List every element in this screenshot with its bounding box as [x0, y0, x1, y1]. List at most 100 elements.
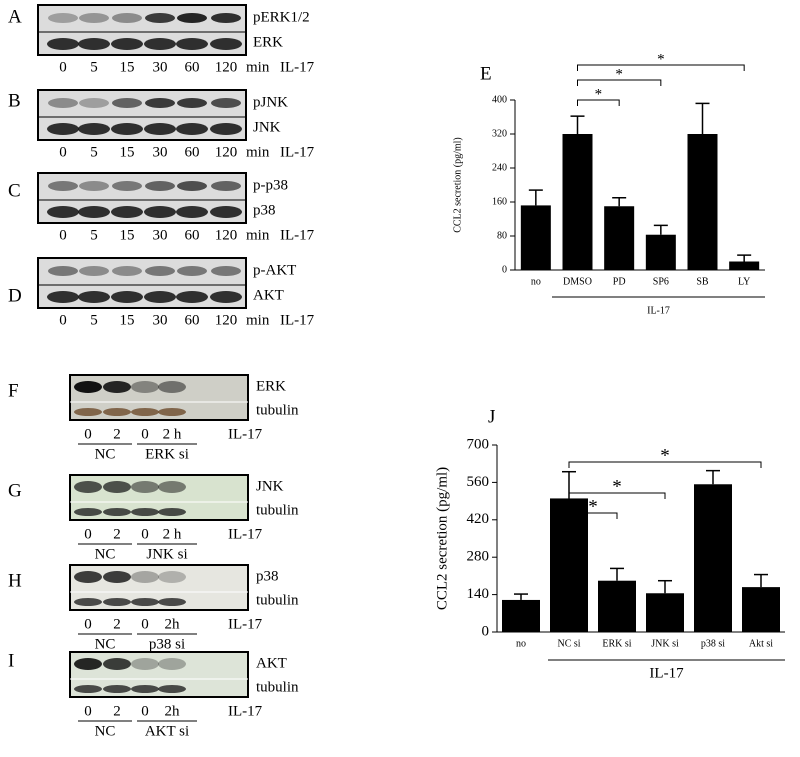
- lane-label: 5: [90, 144, 98, 160]
- bar: [645, 234, 676, 270]
- blot-band: [144, 123, 176, 135]
- x-tick-label: no: [531, 276, 541, 287]
- blot-band: [48, 98, 78, 108]
- treatment-label: IL-17: [228, 526, 263, 542]
- band-label: p-p38: [253, 177, 288, 193]
- band-label: pJNK: [253, 94, 288, 110]
- blot-band: [74, 408, 102, 416]
- group-label: AKT si: [145, 723, 189, 739]
- significance-label: *: [657, 51, 665, 67]
- blot-band: [79, 13, 109, 23]
- bar: [550, 498, 588, 632]
- band-label: tubulin: [256, 679, 299, 695]
- lane-label: 0: [141, 526, 149, 542]
- y-tick-label: 400: [492, 94, 507, 105]
- significance-label: *: [595, 86, 603, 102]
- group-label: IL-17: [649, 665, 684, 681]
- lane-label: 2: [113, 526, 121, 542]
- blot-band: [111, 123, 143, 135]
- blot-band: [176, 38, 208, 50]
- blot-band: [176, 291, 208, 303]
- significance-bracket: [577, 79, 662, 86]
- x-tick-label: Akt si: [749, 638, 773, 649]
- group-label: NC: [95, 546, 116, 562]
- blot-band: [103, 408, 131, 416]
- blot-band: [111, 206, 143, 218]
- y-tick-label: 80: [497, 230, 507, 241]
- blot-band: [158, 408, 186, 416]
- lane-label: 30: [153, 312, 168, 328]
- blot-band: [79, 266, 109, 276]
- blot-band: [177, 13, 207, 23]
- lane-label: 0: [59, 227, 67, 243]
- band-label: p38: [253, 202, 276, 218]
- y-tick-label: 420: [467, 511, 490, 527]
- y-tick-label: 560: [467, 474, 490, 490]
- y-tick-label: 280: [467, 549, 490, 565]
- blot-band: [177, 266, 207, 276]
- lane-label: 0: [59, 59, 67, 75]
- lane-label: 0: [84, 426, 92, 442]
- blot-band: [144, 291, 176, 303]
- significance-label: *: [660, 445, 670, 466]
- band-label: AKT: [253, 287, 284, 303]
- bar: [520, 205, 551, 270]
- band-label: pERK1/2: [253, 9, 310, 25]
- band-label: tubulin: [256, 502, 299, 518]
- blot-band: [111, 291, 143, 303]
- blot-band: [131, 658, 159, 670]
- blot-band: [103, 658, 131, 670]
- band-label: p38: [256, 568, 279, 584]
- panel-letter: G: [8, 480, 22, 501]
- bar: [729, 261, 760, 270]
- blot-band: [47, 123, 79, 135]
- lane-label: 15: [120, 59, 135, 75]
- x-tick-label: NC si: [557, 638, 580, 649]
- lane-label: 120: [215, 312, 238, 328]
- panel-letter: E: [480, 63, 492, 84]
- blot-band: [112, 13, 142, 23]
- blot-band: [78, 206, 110, 218]
- panel-letter: C: [8, 180, 21, 201]
- blot-band: [131, 685, 159, 693]
- bar: [646, 593, 684, 632]
- blot-band: [158, 508, 186, 516]
- group-label: IL-17: [647, 305, 670, 316]
- blot-band: [112, 181, 142, 191]
- y-tick-label: 320: [492, 128, 507, 139]
- lane-label: 0: [84, 703, 92, 719]
- blot-band: [131, 571, 159, 583]
- blot-band: [48, 13, 78, 23]
- bar: [742, 587, 780, 632]
- blot-band: [145, 266, 175, 276]
- blot-band: [48, 181, 78, 191]
- blot-band: [111, 38, 143, 50]
- lane-label: 2h: [165, 616, 181, 632]
- lane-label: 15: [120, 312, 135, 328]
- blot-band: [176, 206, 208, 218]
- blot-band: [158, 658, 186, 670]
- group-label: ERK si: [145, 446, 189, 462]
- lane-label: 60: [185, 312, 200, 328]
- lane-label: 60: [185, 59, 200, 75]
- x-tick-label: ERK si: [602, 638, 631, 649]
- unit-label: min: [246, 144, 270, 160]
- blot-band: [210, 38, 242, 50]
- band-label: ERK: [256, 378, 286, 394]
- blot-band: [158, 481, 186, 493]
- group-label: NC: [95, 636, 116, 652]
- blot-band: [47, 291, 79, 303]
- panel-letter: H: [8, 570, 22, 591]
- treatment-label: IL-17: [228, 616, 263, 632]
- panel-letter: D: [8, 285, 22, 306]
- blot-band: [145, 181, 175, 191]
- significance-bracket: [568, 492, 666, 499]
- blot-band: [103, 508, 131, 516]
- blot-band: [74, 598, 102, 606]
- significance-bracket: [577, 64, 745, 71]
- blot-band: [131, 408, 159, 416]
- band-label: ERK: [253, 34, 283, 50]
- group-label: NC: [95, 446, 116, 462]
